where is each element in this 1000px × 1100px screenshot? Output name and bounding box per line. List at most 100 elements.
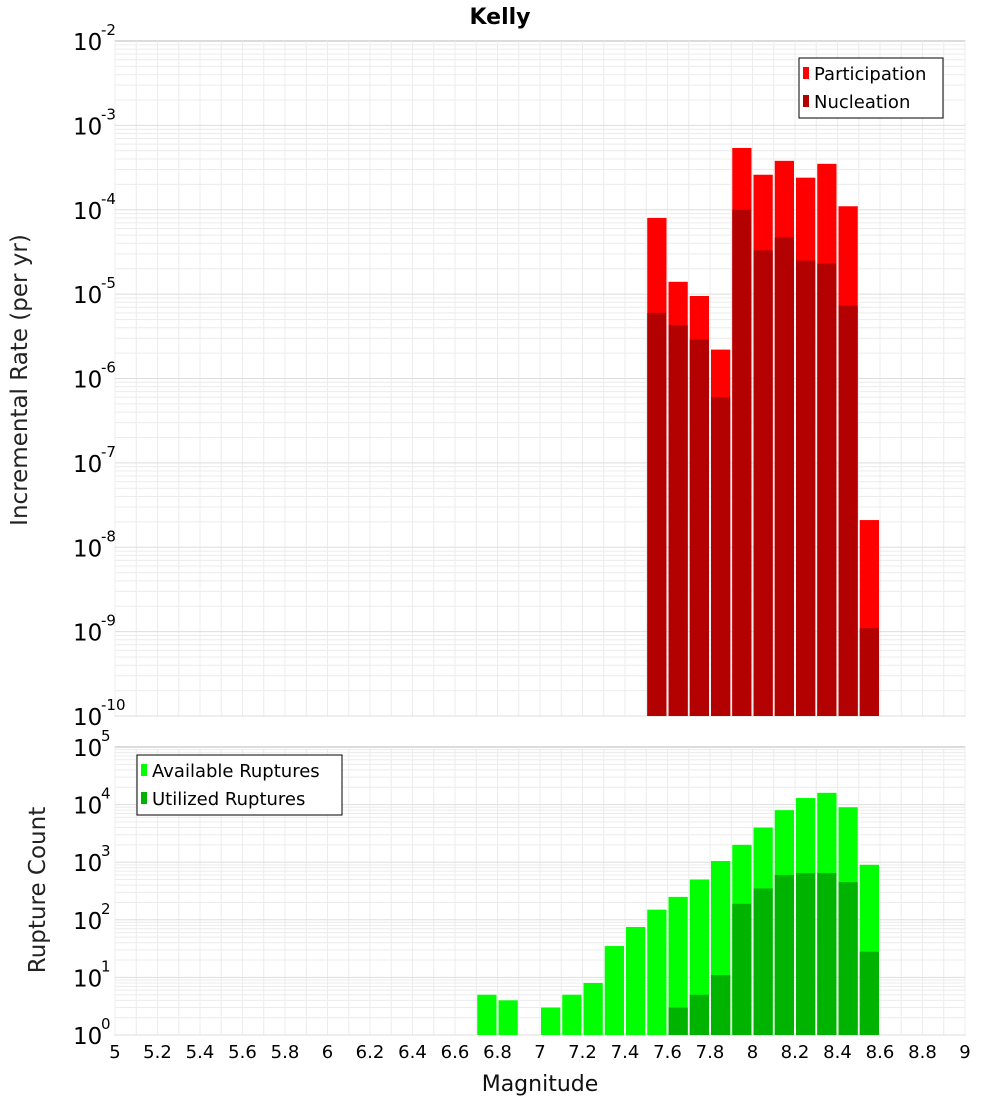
bar [817,263,837,716]
bar [838,882,858,1035]
x-axis-label: Magnitude [482,1072,599,1097]
x-tick-label: 7.2 [568,1042,597,1063]
x-tick-label: 8 [747,1042,758,1063]
legend-label: Available Ruptures [152,761,320,782]
y-tick-label: 10 [73,368,102,394]
x-tick-label: 6.4 [398,1042,427,1063]
y-tick-label: 10 [73,30,102,56]
legend-label: Nucleation [814,92,910,113]
y-tick-exponent: -3 [101,105,116,123]
y-tick-label: 10 [73,851,102,877]
y-tick-exponent: -5 [101,274,116,292]
top-y-axis-label: Incremental Rate (per yr) [7,234,33,526]
bar [732,903,752,1035]
bottom-legend: Available Ruptures Utilized Ruptures [136,754,343,816]
bar [668,325,688,716]
x-tick-label: 5 [109,1042,120,1063]
bottom-series-utilized-ruptures [668,872,879,1035]
top-series-nucleation [647,209,879,717]
bar [774,874,794,1035]
y-tick-label: 10 [73,283,102,309]
x-tick-label: 6 [322,1042,333,1063]
y-tick-label: 10 [73,114,102,140]
x-tick-label: 7.8 [696,1042,725,1063]
bar [796,872,816,1035]
legend-swatch [141,764,147,776]
bar [859,628,879,716]
bar [604,946,624,1035]
bar [647,312,667,716]
y-tick-label: 10 [73,705,102,731]
x-tick-label: 6.8 [483,1042,512,1063]
y-tick-exponent: -4 [101,190,116,208]
y-tick-exponent: -2 [101,21,116,39]
bar [711,975,731,1035]
x-tick-label: 5.6 [228,1042,257,1063]
x-tick-label: 6.2 [356,1042,385,1063]
bar [774,237,794,716]
x-tick-label: 5.2 [143,1042,172,1063]
legend-swatch [141,792,147,804]
bottom-y-axis-label: Rupture Count [25,807,51,973]
x-tick-label: 7 [534,1042,545,1063]
y-tick-exponent: 5 [101,727,111,745]
y-tick-label: 10 [73,452,102,478]
bar [689,339,709,716]
y-tick-label: 10 [73,621,102,647]
y-tick-label: 10 [73,909,102,935]
bar [647,909,667,1035]
bar [562,994,582,1035]
bar [817,872,837,1035]
top-grid [114,41,966,717]
bar [583,982,603,1035]
legend-label: Participation [814,64,926,85]
y-tick-label: 10 [73,199,102,225]
top-legend: Participation Nucleation [798,57,944,119]
x-tick-label: 8.4 [823,1042,852,1063]
x-tick-label: 5.8 [271,1042,300,1063]
legend-box [798,57,944,119]
legend-swatch [803,95,809,107]
y-tick-exponent: 2 [101,900,111,918]
x-tick-label: 5.4 [186,1042,215,1063]
x-tick-label: 8.8 [908,1042,937,1063]
y-tick-exponent: 1 [101,957,111,975]
y-tick-exponent: 0 [101,1015,111,1033]
y-tick-exponent: -6 [101,359,116,377]
bar [753,888,773,1035]
legend-label: Utilized Ruptures [152,789,305,810]
chart-title: Kelly [469,5,530,30]
y-tick-label: 10 [73,1024,102,1050]
y-tick-exponent: -8 [101,527,116,545]
y-tick-exponent: -10 [101,696,126,714]
x-tick-label: 6.6 [441,1042,470,1063]
bar [838,305,858,716]
y-tick-exponent: 3 [101,842,111,860]
y-tick-exponent: -7 [101,443,116,461]
bar [626,926,646,1035]
bar [498,1000,518,1035]
x-tick-label: 8.6 [866,1042,895,1063]
y-tick-exponent: 4 [101,785,111,803]
bar [859,951,879,1035]
x-tick-label: 8.2 [781,1042,810,1063]
legend-swatch [803,67,809,79]
x-tick-label: 7.4 [611,1042,640,1063]
bar [711,397,731,716]
bar [477,994,497,1035]
bar [668,896,688,1035]
bar [796,260,816,716]
y-tick-label: 10 [73,536,102,562]
bar [668,1007,688,1035]
y-tick-label: 10 [73,736,102,762]
bar [541,1007,561,1035]
bar [753,250,773,717]
y-tick-label: 10 [73,794,102,820]
y-tick-label: 10 [73,966,102,992]
y-tick-exponent: -9 [101,612,116,630]
x-tick-label: 9 [959,1042,970,1063]
x-tick-label: 7.6 [653,1042,682,1063]
legend-box [136,754,343,816]
bar [732,209,752,716]
